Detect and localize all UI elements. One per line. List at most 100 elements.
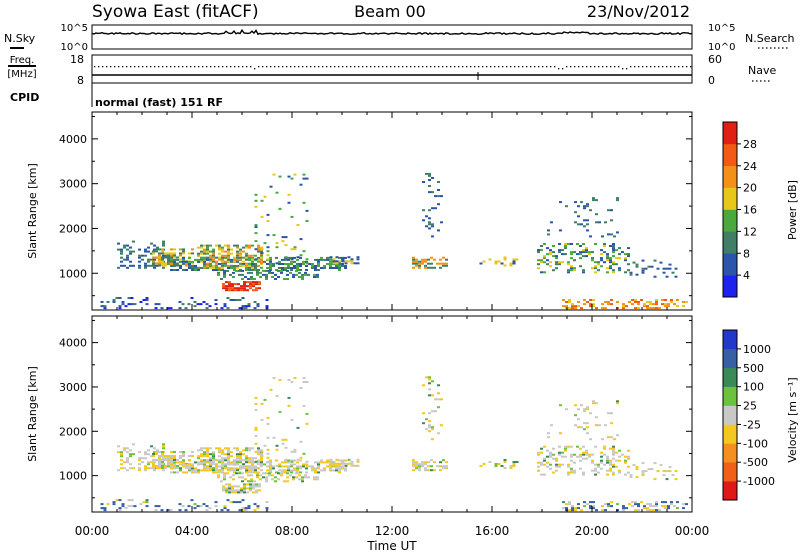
power-cell (624, 257, 627, 260)
velocity-cell (643, 505, 646, 508)
velocity-cell (561, 451, 564, 454)
velocity-ylabel: Slant Range [km] (26, 366, 39, 462)
power-cell (597, 261, 600, 264)
nave-dot (198, 66, 200, 68)
power-cell (290, 267, 293, 269)
velocity-cell (153, 451, 156, 454)
velocity-cell (634, 509, 637, 512)
velocity-cell (152, 465, 155, 467)
power-cell (240, 285, 243, 288)
power-cell (126, 244, 129, 247)
power-cell (607, 301, 610, 303)
velocity-cell (188, 467, 191, 470)
power-cell (283, 278, 286, 280)
power-cell (257, 256, 260, 259)
velocity-cell (230, 451, 233, 454)
power-cell (585, 255, 588, 258)
power-cell (574, 221, 577, 224)
power-cell (275, 246, 279, 249)
power-cell (610, 299, 613, 301)
velocity-cell (158, 455, 161, 457)
power-cell (161, 256, 164, 259)
power-cell (299, 263, 302, 265)
velocity-cell (228, 489, 231, 492)
power-cell (209, 258, 212, 261)
velocity-cell (543, 459, 546, 462)
power-cell (591, 267, 594, 270)
velocity-cell (568, 503, 571, 506)
nave-dot (366, 66, 368, 68)
nave-dot (574, 66, 576, 68)
power-cell (254, 240, 258, 243)
power-cell (665, 275, 669, 278)
velocity-cell (185, 467, 188, 469)
velocity-cell (283, 480, 286, 483)
velocity-cell (344, 464, 348, 467)
velocity-cell (120, 455, 123, 458)
power-cell (256, 271, 259, 274)
power-cell (173, 252, 176, 255)
power-cell (221, 254, 224, 257)
power-cell (338, 256, 341, 259)
power-cell (269, 260, 272, 263)
velocity-cell (425, 418, 428, 421)
colorbar-tick-label: 500 (743, 362, 764, 375)
velocity-cell (191, 467, 194, 470)
velocity-cell (254, 396, 258, 399)
velocity-cell (570, 455, 573, 458)
power-cell (200, 252, 203, 255)
power-cell (178, 301, 182, 303)
velocity-cell (610, 436, 613, 439)
velocity-cell (622, 505, 625, 508)
velocity-cell (144, 453, 147, 456)
power-cell (266, 213, 270, 216)
power-cell (655, 301, 658, 303)
power-cell (668, 263, 672, 266)
power-cell (154, 307, 158, 310)
power-cell (126, 258, 129, 261)
power-cell (512, 260, 516, 263)
power-cell (193, 305, 197, 308)
nsearch-bottom-tick: 10^0 (708, 42, 735, 53)
power-cell (667, 303, 670, 306)
power-cell (622, 307, 625, 310)
velocity-cell (418, 467, 421, 470)
nave-label: Nave (748, 64, 776, 77)
velocity-cell (272, 467, 275, 470)
power-cell (667, 305, 670, 308)
velocity-cell (260, 469, 263, 472)
power-cell (577, 301, 580, 303)
velocity-cell (126, 451, 129, 454)
nave-dot (554, 66, 556, 68)
power-cell (247, 271, 250, 274)
power-cell (344, 267, 347, 269)
power-cell (243, 283, 246, 286)
power-cell (218, 252, 221, 255)
velocity-cell (591, 459, 594, 462)
power-cell (644, 267, 648, 270)
velocity-cell (601, 505, 604, 508)
power-cell (103, 305, 107, 308)
velocity-cell (205, 509, 209, 512)
velocity-cell (609, 459, 612, 462)
power-cell (209, 244, 212, 247)
velocity-cell (428, 394, 431, 397)
velocity-cell (129, 455, 132, 458)
velocity-cell (233, 471, 236, 474)
velocity-cell (242, 467, 245, 470)
velocity-cell (182, 461, 185, 464)
velocity-cell (293, 469, 296, 472)
velocity-cell (200, 449, 203, 452)
power-cell (239, 256, 242, 259)
power-cell (153, 258, 156, 261)
power-cell (241, 297, 245, 299)
velocity-cell (252, 483, 255, 486)
power-cell (254, 254, 257, 257)
velocity-cell (234, 491, 237, 494)
power-cell (290, 269, 293, 271)
power-cell (494, 260, 498, 263)
nave-dot (418, 66, 420, 68)
nave-dot (358, 66, 360, 68)
velocity-cell (281, 438, 285, 441)
power-cell (612, 255, 615, 258)
